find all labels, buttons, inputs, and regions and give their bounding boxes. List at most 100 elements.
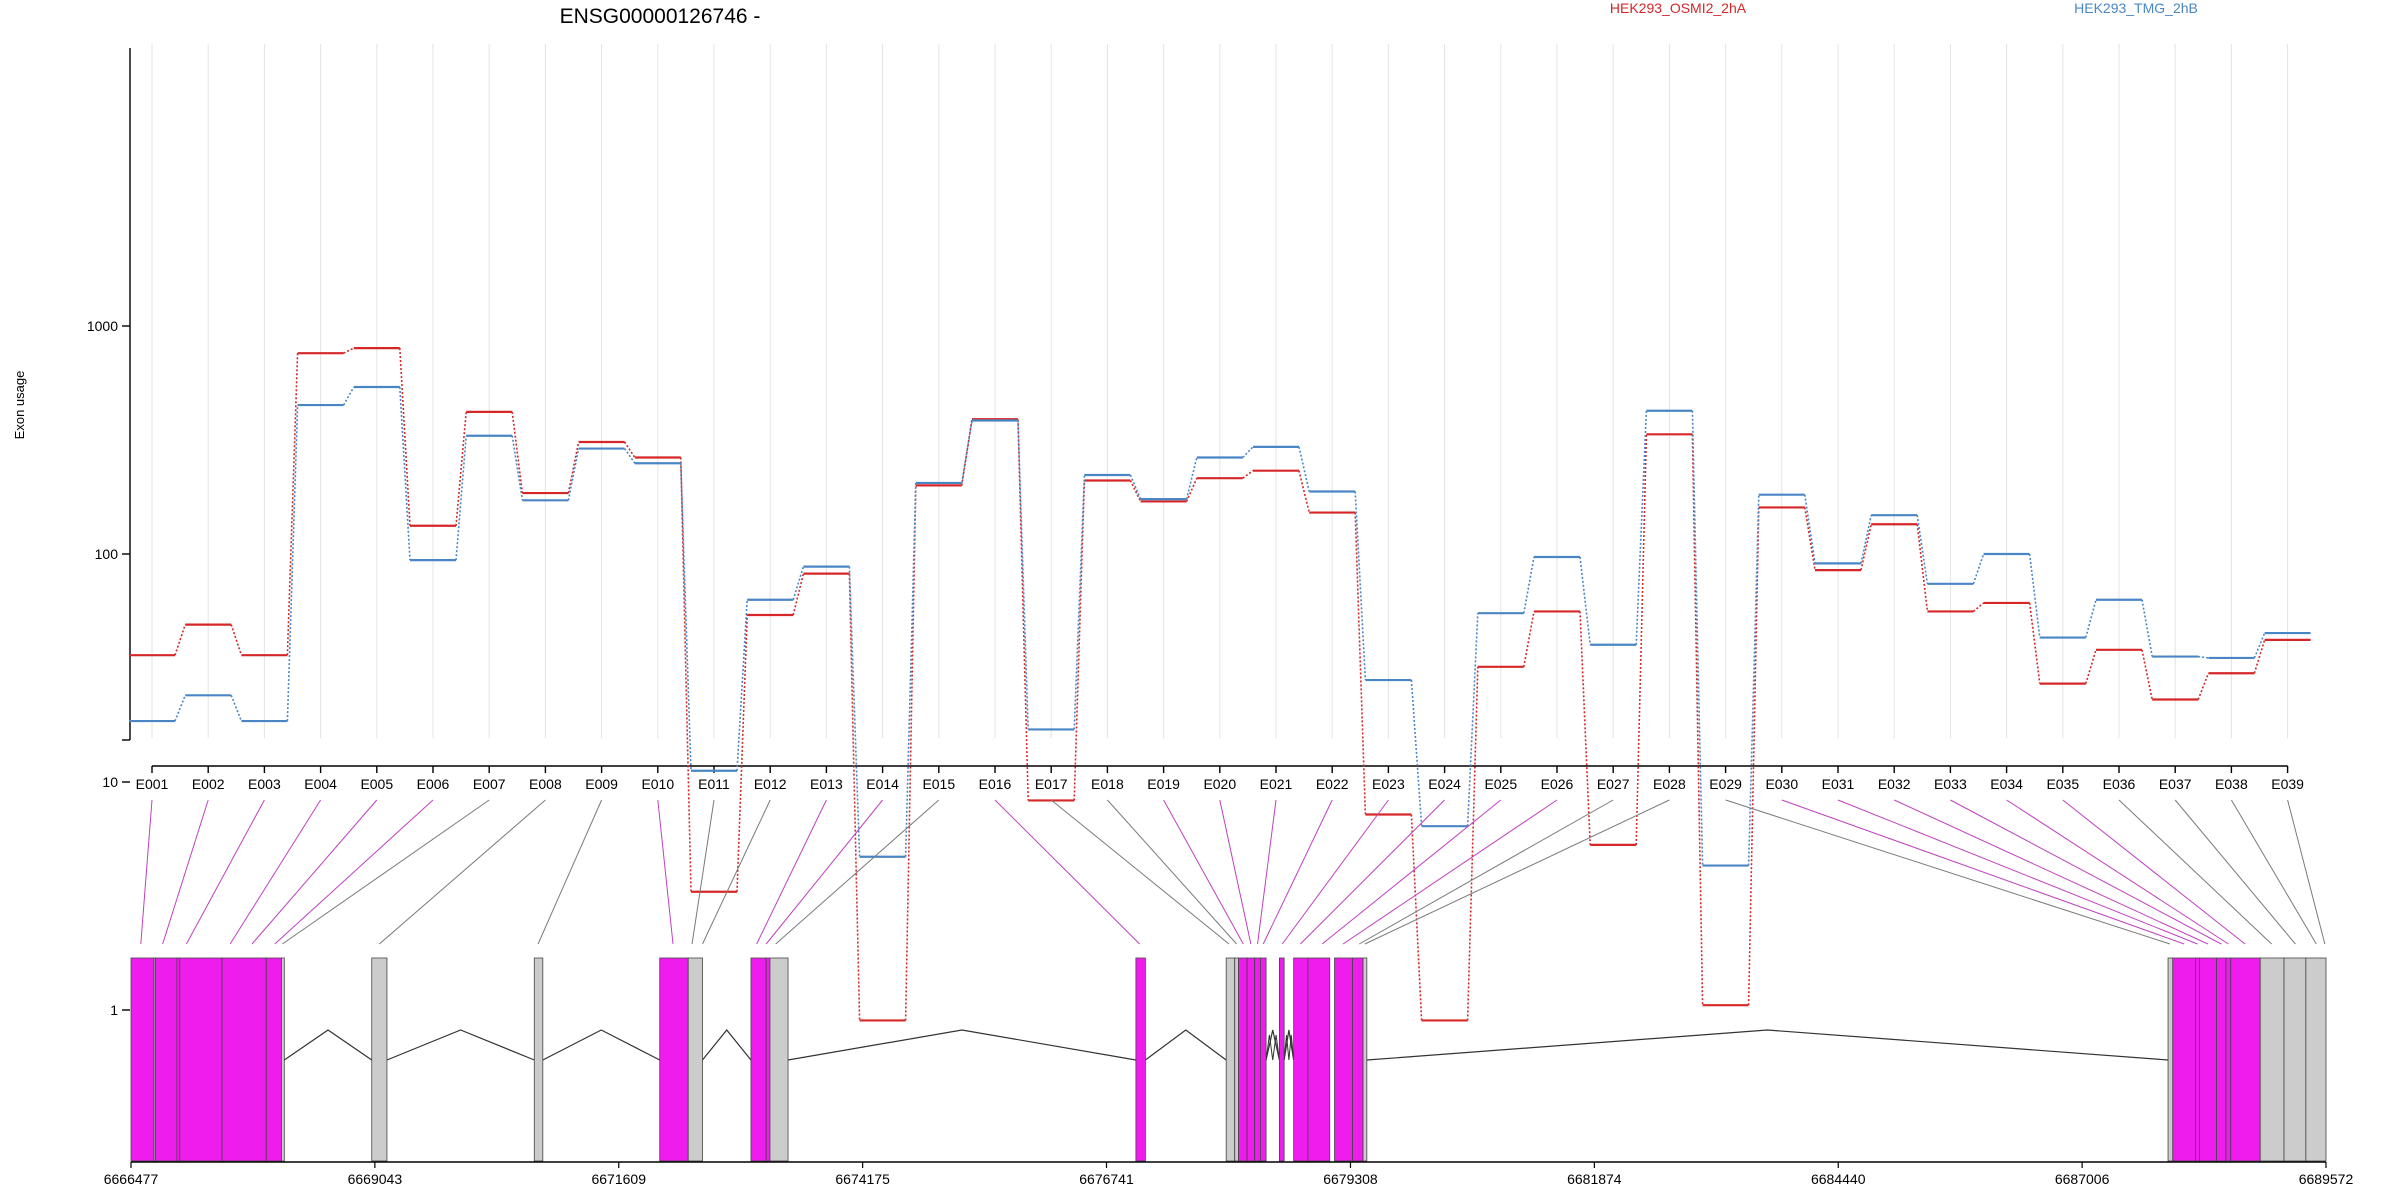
exon — [281, 957, 285, 1162]
exon-link-line — [2230, 799, 2317, 945]
exon-link-line — [2287, 799, 2326, 945]
x-tick-label: E025 — [1484, 776, 1517, 792]
series-a-connector — [1972, 602, 1985, 613]
series-b-connector — [904, 482, 917, 857]
exon-highlighted — [765, 957, 771, 1162]
series-b-connector — [567, 448, 580, 501]
series-a-connector — [961, 419, 973, 486]
x-tick-label: E003 — [248, 776, 281, 792]
exon-link-line — [274, 799, 434, 945]
exon — [2167, 957, 2174, 1162]
series-b-connector — [1354, 491, 1367, 681]
x-tick-label: E007 — [473, 776, 506, 792]
x-tick-label: E039 — [2271, 776, 2304, 792]
exon-highlighted — [1334, 957, 1353, 1162]
exon-highlighted — [659, 957, 689, 1162]
series-b-connector — [455, 435, 467, 561]
x-tick-label: E028 — [1653, 776, 1686, 792]
y-tick-label: 1000 — [87, 318, 118, 334]
gene-model: 6666477 6669043 6671609 6674175 6676741 66793… — [104, 799, 2354, 1187]
genome-tick-label: 6669043 — [348, 1171, 403, 1187]
x-tick-label: E001 — [136, 776, 169, 792]
exon-link-line — [251, 799, 378, 945]
exon-highlighted — [130, 957, 155, 1162]
exon-highlighted — [750, 957, 767, 1162]
series-b-connector — [680, 463, 692, 771]
y-tick-label: 100 — [95, 546, 119, 562]
x-tick-label: E011 — [698, 776, 730, 792]
intron-zigzag — [1283, 1034, 1295, 1061]
y-tick-label: 1 — [110, 1002, 118, 1018]
series-b-connector — [1916, 515, 1929, 584]
exon — [2305, 957, 2327, 1162]
x-tick-label: E018 — [1091, 776, 1124, 792]
exon-link-line — [1342, 799, 1558, 945]
x-tick-label: E010 — [641, 776, 674, 792]
series-a-connector — [1466, 666, 1479, 1021]
series-a-connector — [2028, 602, 2041, 684]
series-a-connector — [567, 441, 580, 494]
genome-tick-label: 6674175 — [835, 1171, 890, 1187]
series-b-connector — [623, 448, 636, 464]
x-tick-label: E008 — [529, 776, 562, 792]
exon-link-line — [162, 799, 209, 945]
genome-tick-label: 6687006 — [2055, 1171, 2110, 1187]
series-a-connector — [1129, 480, 1142, 502]
exon-link-line — [379, 799, 546, 945]
exon-highlighted — [1307, 957, 1331, 1162]
x-tick-label: E038 — [2215, 776, 2248, 792]
x-tick-label: E006 — [417, 776, 450, 792]
exon — [533, 957, 544, 1162]
exon-link-line — [1219, 799, 1252, 945]
genome-tick-label: 6666477 — [104, 1171, 159, 1187]
series-a-connector — [455, 411, 467, 526]
genome-tick-label: 6679308 — [1323, 1171, 1378, 1187]
exon-link-line — [657, 799, 674, 945]
series-b-connector — [2028, 553, 2041, 638]
series-a-connector — [848, 573, 861, 1021]
genome-tick-label: 6671609 — [591, 1171, 646, 1187]
intron-line — [386, 1029, 535, 1061]
exon-link-line — [2118, 799, 2272, 945]
series-a-connector — [1916, 524, 1929, 612]
series-a-connector — [343, 347, 355, 354]
series-a-connector — [399, 348, 411, 526]
exon-highlighted — [179, 957, 223, 1162]
exon-link-line — [229, 799, 322, 945]
series-a-connector — [623, 441, 636, 458]
exon-highlighted — [1278, 957, 1285, 1162]
exon-link-line — [1262, 799, 1333, 945]
x-tick-label: E022 — [1316, 776, 1349, 792]
x-tick-label: E023 — [1372, 776, 1405, 792]
x-tick-label: E032 — [1878, 776, 1911, 792]
exon — [371, 957, 388, 1162]
exon-link-line — [1725, 799, 2171, 945]
series-b-connector — [1860, 515, 1872, 564]
exon-link-line — [537, 799, 603, 945]
x-tick-label: E034 — [1990, 776, 2023, 792]
intron-zigzag — [1265, 1034, 1280, 1061]
x-tick-label: E026 — [1541, 776, 1574, 792]
series-a-connector — [1017, 419, 1029, 801]
exon — [2259, 957, 2285, 1162]
series-b-connector — [736, 599, 748, 771]
exon-highlighted — [1293, 957, 1309, 1162]
series-b-connector — [174, 695, 186, 722]
x-tick-label: E016 — [979, 776, 1012, 792]
series-b-connector — [2141, 599, 2153, 657]
intron-line — [542, 1029, 660, 1061]
genome-tick-label: 6676741 — [1079, 1171, 1134, 1187]
x-tick-label: E013 — [810, 776, 843, 792]
intron-line — [1283, 1029, 1295, 1061]
series-b-connector — [511, 435, 524, 501]
exon-link-line — [994, 799, 1141, 945]
x-tick-label: E012 — [754, 776, 787, 792]
genome-tick-label: 6681874 — [1567, 1171, 1622, 1187]
series-b-connector — [1073, 474, 1086, 730]
genome-tick-label: 6689572 — [2299, 1171, 2354, 1187]
intron-line — [1145, 1029, 1227, 1061]
exon-highlighted — [155, 957, 178, 1162]
series-b-connector — [1298, 446, 1310, 492]
exon-link-line — [140, 799, 153, 945]
intron-line — [1366, 1029, 2169, 1061]
